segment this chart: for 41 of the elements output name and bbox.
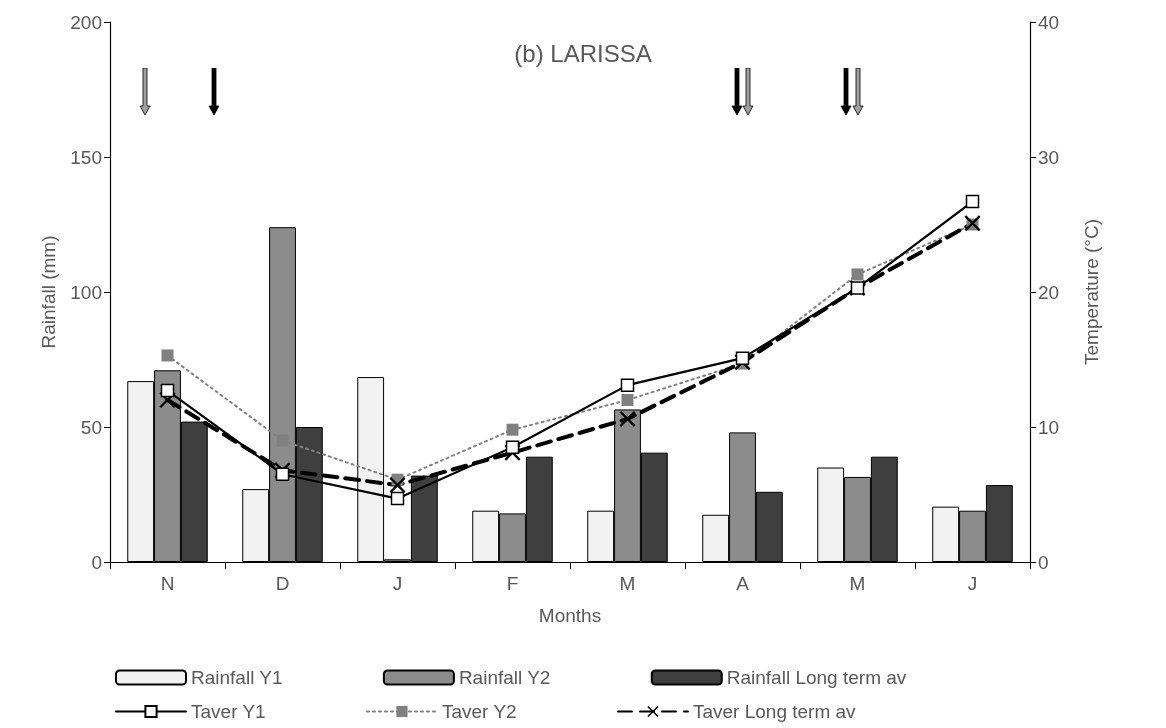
y2-tick-label: 20	[1038, 281, 1060, 303]
point	[965, 194, 980, 209]
y2-tick-label: 40	[1038, 11, 1060, 33]
x-tick-label: M	[849, 573, 866, 594]
point	[851, 268, 864, 281]
y-tick-label: 200	[70, 11, 102, 33]
legend-label: Taver Y1	[191, 701, 266, 722]
text: (b) LARISSA	[514, 39, 652, 67]
point	[505, 440, 520, 454]
point	[506, 423, 519, 436]
legend-label: Taver Y2	[441, 701, 517, 722]
x-tick-label: J	[392, 573, 403, 594]
legend-label: Taver Long term av	[692, 701, 857, 722]
y2-tick-label: 0	[1038, 551, 1049, 573]
x-tick-label: A	[736, 573, 750, 594]
point	[389, 477, 406, 494]
x-tick-label: J	[967, 573, 978, 594]
point	[619, 410, 636, 427]
x-tick-label: N	[160, 573, 175, 594]
x-tick-label: M	[619, 573, 636, 594]
y-tick-label: 0	[91, 551, 102, 573]
y2-tick-label: 30	[1038, 146, 1060, 168]
point	[620, 378, 635, 392]
legend-label: Rainfall Y1	[191, 667, 283, 688]
legend-label: Rainfall Long term av	[726, 667, 907, 688]
legend-label: Rainfall Y2	[458, 667, 551, 688]
y-tick-label: 50	[80, 416, 102, 438]
y2-tick-label: 10	[1038, 416, 1060, 438]
x-tick-label: F	[506, 573, 519, 594]
point	[160, 383, 175, 398]
point	[735, 351, 750, 365]
x-axis-title: Months	[538, 605, 602, 626]
y-tick-label: 150	[70, 146, 102, 168]
point	[621, 394, 634, 406]
point	[390, 491, 405, 506]
x-tick-label: D	[275, 573, 290, 594]
point	[161, 349, 174, 362]
point	[275, 467, 290, 481]
y2-axis-title: Temperature (°C)	[1081, 219, 1102, 365]
y-axis-title: Rainfall (mm)	[38, 235, 59, 349]
y-tick-label: 100	[70, 281, 102, 303]
